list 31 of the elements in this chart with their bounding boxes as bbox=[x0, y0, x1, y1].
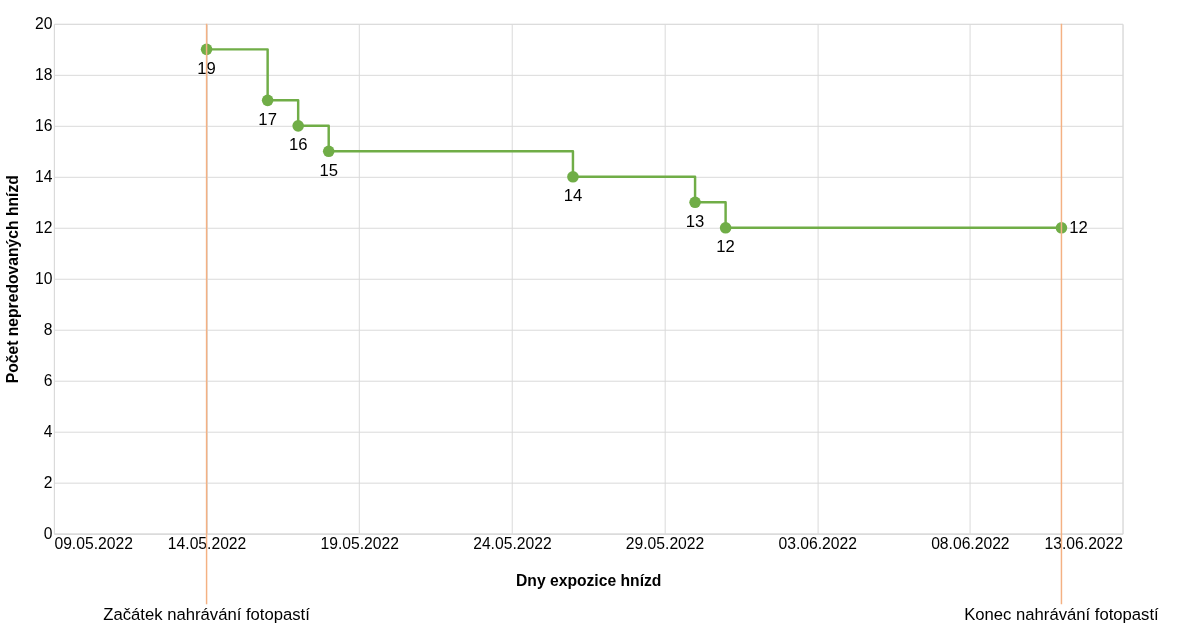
y-tick-label: 10 bbox=[35, 270, 53, 288]
x-tick-label: 29.05.2022 bbox=[625, 534, 705, 552]
data-label: 19 bbox=[197, 58, 216, 78]
data-label: 12 bbox=[1069, 217, 1088, 237]
y-tick-label: 14 bbox=[35, 168, 53, 186]
x-tick-label: 09.05.2022 bbox=[54, 534, 133, 552]
y-tick-label: 2 bbox=[43, 474, 53, 492]
y-axis-title: Počet nepredovaných hnízd bbox=[4, 175, 22, 384]
y-tick-label: 18 bbox=[35, 66, 53, 84]
ref-line-label: Začátek nahrávání fotopastí bbox=[103, 604, 311, 624]
data-label: 13 bbox=[685, 211, 705, 231]
data-label: 17 bbox=[258, 109, 277, 129]
x-tick-label: 19.05.2022 bbox=[320, 534, 399, 552]
y-tick-label: 0 bbox=[43, 525, 53, 543]
x-tick-label: 03.06.2022 bbox=[778, 534, 857, 552]
y-tick-label: 12 bbox=[35, 219, 53, 237]
data-label: 15 bbox=[319, 160, 338, 180]
x-tick-label: 08.06.2022 bbox=[931, 534, 1010, 552]
x-tick-label: 14.05.2022 bbox=[167, 534, 247, 552]
y-tick-label: 4 bbox=[43, 423, 53, 441]
x-tick-label: 24.05.2022 bbox=[473, 534, 552, 552]
y-tick-label: 8 bbox=[43, 321, 53, 339]
x-tick-label: 13.06.2022 bbox=[1044, 534, 1123, 552]
y-tick-label: 16 bbox=[35, 117, 53, 135]
y-tick-label: 20 bbox=[35, 15, 53, 33]
data-label: 14 bbox=[563, 186, 583, 206]
data-label: 12 bbox=[716, 237, 735, 257]
x-axis-title: Dny expozice hnízd bbox=[515, 572, 662, 590]
y-tick-label: 6 bbox=[43, 372, 53, 390]
data-label: 16 bbox=[288, 135, 308, 155]
ref-line-label: Konec nahrávání fotopastí bbox=[964, 604, 1160, 624]
